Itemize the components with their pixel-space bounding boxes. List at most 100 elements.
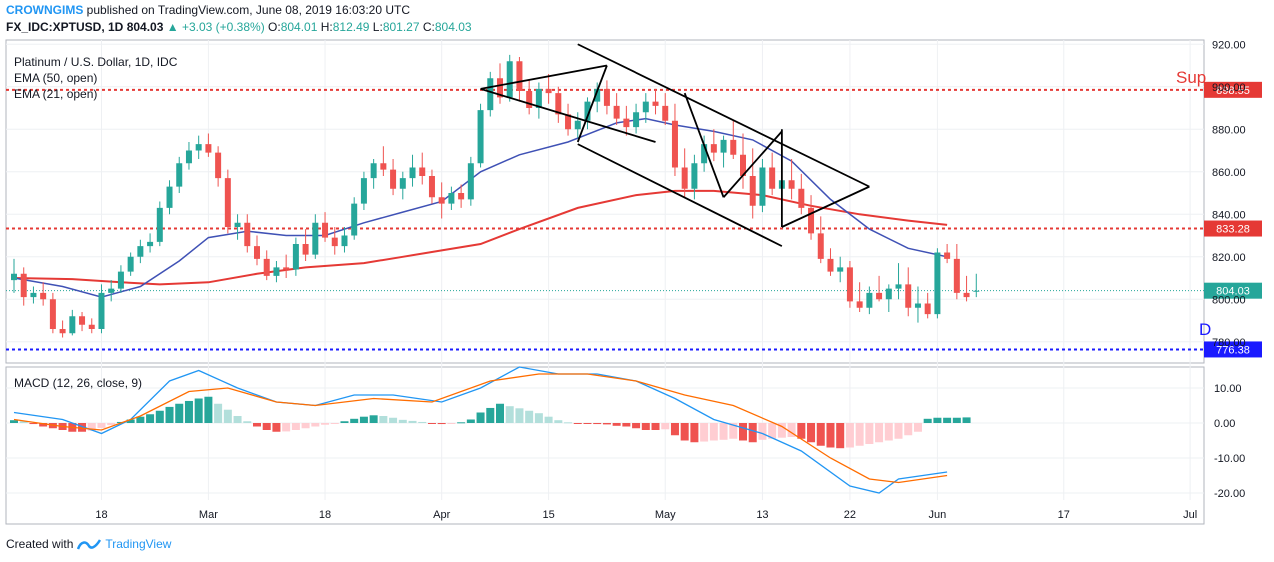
candle-body <box>117 271 124 289</box>
candle-body <box>283 267 290 270</box>
candle-body <box>49 299 56 329</box>
macd-histogram-bar <box>651 423 660 430</box>
candle-body <box>837 267 844 272</box>
candle-body <box>380 163 387 170</box>
candle-body <box>409 167 416 179</box>
candle-body <box>108 288 115 293</box>
candle-body <box>487 78 494 111</box>
candle-body <box>885 288 892 300</box>
candle-body <box>263 258 270 276</box>
macd-histogram-bar <box>554 420 563 423</box>
candle-body <box>730 139 737 155</box>
y-tick-label: 900.00 <box>1212 82 1246 94</box>
macd-histogram-bar <box>359 416 368 423</box>
sup-annotation: Sup <box>1176 68 1206 87</box>
x-tick-label: 17 <box>1058 509 1070 521</box>
macd-histogram-bar <box>583 423 592 424</box>
candle-body <box>390 169 397 189</box>
candle-body <box>79 316 86 325</box>
candle-body <box>147 241 154 247</box>
candle-body <box>88 324 95 329</box>
candle-body <box>914 303 921 308</box>
macd-histogram-bar <box>933 417 942 423</box>
open-value: 804.01 <box>280 20 318 34</box>
low-label: L: <box>372 20 383 34</box>
y-tick-label: 880.00 <box>1212 124 1246 136</box>
macd-histogram-bar <box>311 423 320 427</box>
created-with-text: Created with <box>6 537 74 551</box>
macd-histogram-bar <box>496 403 504 423</box>
macd-histogram-bar <box>262 423 271 430</box>
candle-body <box>934 252 941 315</box>
macd-histogram-bar <box>447 423 456 424</box>
trendline <box>577 43 870 188</box>
macd-legend: MACD (12, 26, close, 9) <box>14 376 142 390</box>
macd-histogram-bar <box>573 423 582 424</box>
macd-histogram-bar <box>10 420 18 423</box>
author-name[interactable]: CROWNGIMS <box>6 3 84 17</box>
macd-histogram-bar <box>136 416 145 423</box>
price-pane-frame <box>5 39 1205 364</box>
candle-body <box>341 235 348 247</box>
candle-body <box>535 88 542 108</box>
candle-body <box>720 139 727 153</box>
macd-histogram-bar <box>243 421 252 423</box>
candle-body <box>20 273 27 298</box>
candle-body <box>749 176 756 206</box>
macd-histogram-bar <box>291 423 300 430</box>
x-tick-label: 13 <box>756 509 768 521</box>
candle-body <box>623 118 630 128</box>
macd-histogram-bar <box>78 423 87 432</box>
macd-histogram-bar <box>126 419 135 423</box>
macd-histogram-bar <box>758 423 767 440</box>
level-price-tag <box>1204 341 1262 358</box>
candle-body <box>428 176 435 198</box>
low-value: 801.27 <box>382 20 420 34</box>
close-label: C: <box>422 20 435 34</box>
candle-body <box>98 292 105 329</box>
candle-body <box>195 144 202 151</box>
macd-histogram-bar <box>826 423 835 448</box>
candle-body <box>292 244 299 270</box>
macd-histogram-bar <box>301 423 310 429</box>
macd-histogram-bar <box>379 416 388 423</box>
candle-body <box>506 61 513 98</box>
candle-body <box>769 167 776 189</box>
candle-body <box>370 163 377 179</box>
candle-body <box>302 244 309 255</box>
macd-histogram-bar <box>321 423 330 425</box>
macd-histogram-bar <box>602 423 611 425</box>
macd-histogram-bar <box>525 410 534 423</box>
macd-histogram-bar <box>437 423 446 425</box>
candle-body <box>895 284 902 289</box>
macd-histogram-bar <box>350 418 359 423</box>
macd-histogram-bar <box>670 423 679 436</box>
macd-histogram-bar <box>913 423 922 432</box>
y-tick-label: 840.00 <box>1212 209 1246 221</box>
macd-histogram-bar <box>787 423 796 437</box>
symbol-info: FX_IDC:XPTUSD, 1D 804.03 ▲ +3.03 (+0.38%… <box>6 20 472 34</box>
candle-body <box>322 222 329 238</box>
macd-histogram-bar <box>369 415 378 423</box>
candle-body <box>30 292 37 298</box>
macd-histogram-bar <box>836 423 845 449</box>
macd-histogram-bar <box>739 423 747 441</box>
tradingview-brand[interactable]: TradingView <box>105 537 172 551</box>
macd-histogram-bar <box>748 423 757 443</box>
macd-tick-label: 0.00 <box>1214 418 1235 430</box>
y-tick-label: 780.00 <box>1212 337 1246 349</box>
macd-histogram-bar <box>952 417 961 423</box>
candle-body <box>156 207 163 242</box>
candle-body <box>944 252 951 259</box>
macd-histogram-bar <box>233 416 242 423</box>
x-tick-label: Mar <box>199 509 218 521</box>
macd-histogram-bar <box>165 406 174 423</box>
macd-tick-label: -10.00 <box>1214 453 1245 465</box>
x-tick-label: 22 <box>844 509 856 521</box>
last-price-label: 804.03 <box>1216 286 1250 298</box>
price-change: ▲ +3.03 (+0.38%) <box>166 20 265 34</box>
y-tick-label: 920.00 <box>1212 39 1246 51</box>
macd-histogram-bar <box>340 421 349 423</box>
candle-body <box>419 167 426 176</box>
